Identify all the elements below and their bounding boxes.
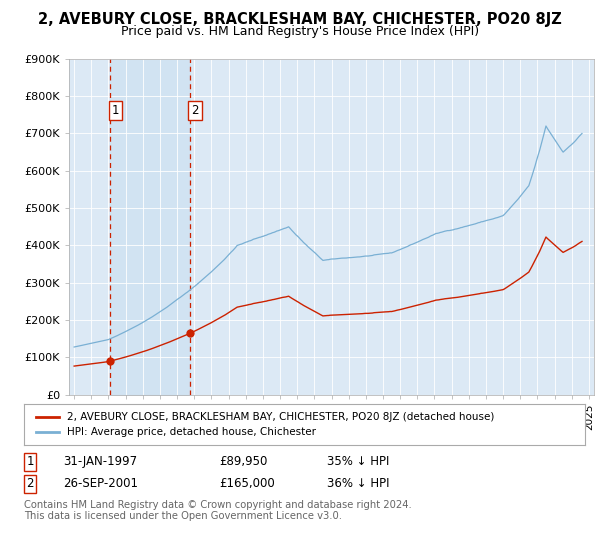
Text: 1: 1 xyxy=(112,104,119,118)
Text: Price paid vs. HM Land Registry's House Price Index (HPI): Price paid vs. HM Land Registry's House … xyxy=(121,25,479,38)
Text: 31-JAN-1997: 31-JAN-1997 xyxy=(63,455,137,468)
Legend: 2, AVEBURY CLOSE, BRACKLESHAM BAY, CHICHESTER, PO20 8JZ (detached house), HPI: A: 2, AVEBURY CLOSE, BRACKLESHAM BAY, CHICH… xyxy=(32,408,499,441)
Text: 35% ↓ HPI: 35% ↓ HPI xyxy=(327,455,389,468)
Text: £165,000: £165,000 xyxy=(219,477,275,490)
Text: 36% ↓ HPI: 36% ↓ HPI xyxy=(327,477,389,490)
Text: 2: 2 xyxy=(191,104,199,118)
Text: 1: 1 xyxy=(26,455,34,468)
Text: 2: 2 xyxy=(26,477,34,490)
Text: £89,950: £89,950 xyxy=(219,455,268,468)
Text: Contains HM Land Registry data © Crown copyright and database right 2024.
This d: Contains HM Land Registry data © Crown c… xyxy=(24,500,412,521)
Text: 2, AVEBURY CLOSE, BRACKLESHAM BAY, CHICHESTER, PO20 8JZ: 2, AVEBURY CLOSE, BRACKLESHAM BAY, CHICH… xyxy=(38,12,562,27)
Text: 26-SEP-2001: 26-SEP-2001 xyxy=(63,477,138,490)
